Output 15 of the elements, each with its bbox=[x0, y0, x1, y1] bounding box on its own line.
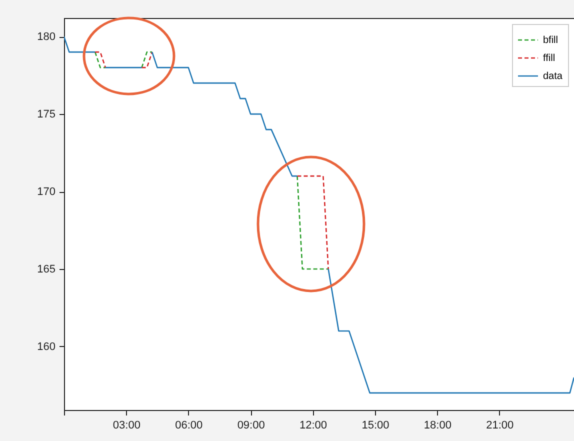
y-tick-label: 180 bbox=[37, 31, 56, 44]
y-tick-label: 170 bbox=[37, 186, 56, 198]
x-tick-label: 03:00 bbox=[112, 420, 140, 432]
y-tick-label: 160 bbox=[37, 340, 56, 353]
x-tick-label: 21:00 bbox=[486, 420, 514, 432]
x-tick-label: 12:00 bbox=[300, 420, 328, 432]
y-tick-label: 175 bbox=[37, 108, 56, 121]
x-tick-label: 06:00 bbox=[175, 420, 203, 432]
x-tick-label: 18:00 bbox=[424, 420, 452, 432]
x-tick-label: 09:00 bbox=[237, 420, 265, 432]
legend-label: bfill bbox=[543, 35, 558, 46]
legend-label: data bbox=[543, 71, 563, 82]
y-tick-label: 165 bbox=[37, 264, 56, 276]
x-tick-label: 15:00 bbox=[362, 420, 390, 432]
legend-label: ffill bbox=[543, 53, 556, 64]
